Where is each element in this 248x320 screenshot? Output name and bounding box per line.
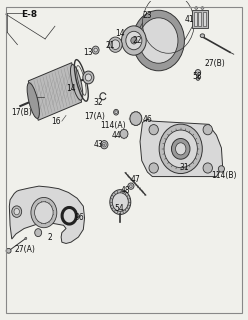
Ellipse shape bbox=[70, 65, 83, 100]
Ellipse shape bbox=[35, 229, 42, 236]
Text: 27(A): 27(A) bbox=[14, 245, 35, 254]
Text: 114(B): 114(B) bbox=[211, 171, 237, 180]
Ellipse shape bbox=[171, 139, 190, 159]
Text: 96: 96 bbox=[74, 213, 84, 222]
Polygon shape bbox=[9, 186, 85, 244]
Ellipse shape bbox=[35, 202, 53, 223]
Ellipse shape bbox=[85, 74, 92, 81]
Ellipse shape bbox=[109, 37, 122, 52]
Ellipse shape bbox=[114, 109, 119, 115]
Text: 46: 46 bbox=[143, 115, 152, 124]
Text: 14: 14 bbox=[116, 29, 125, 38]
Text: 58: 58 bbox=[192, 72, 202, 81]
Ellipse shape bbox=[203, 163, 213, 173]
Text: 17(A): 17(A) bbox=[84, 112, 105, 121]
Text: 114(A): 114(A) bbox=[100, 121, 126, 130]
Text: 44: 44 bbox=[111, 131, 121, 140]
Text: 22: 22 bbox=[133, 36, 142, 45]
Ellipse shape bbox=[149, 163, 158, 173]
Text: 32: 32 bbox=[93, 98, 103, 107]
Text: 13: 13 bbox=[83, 48, 93, 57]
Ellipse shape bbox=[126, 31, 142, 50]
Ellipse shape bbox=[115, 111, 117, 114]
Ellipse shape bbox=[176, 143, 186, 155]
Text: 43: 43 bbox=[93, 140, 103, 149]
Ellipse shape bbox=[128, 183, 134, 189]
Bar bbox=[192, 10, 208, 28]
Ellipse shape bbox=[133, 10, 185, 71]
Text: 16: 16 bbox=[51, 116, 61, 126]
Ellipse shape bbox=[103, 144, 105, 146]
Ellipse shape bbox=[14, 208, 19, 215]
Text: 23: 23 bbox=[143, 12, 152, 20]
Text: 54: 54 bbox=[115, 204, 124, 213]
Ellipse shape bbox=[130, 112, 142, 125]
Ellipse shape bbox=[201, 7, 204, 9]
Ellipse shape bbox=[120, 129, 128, 138]
Ellipse shape bbox=[218, 166, 224, 172]
Ellipse shape bbox=[130, 185, 132, 188]
Ellipse shape bbox=[111, 40, 120, 50]
Ellipse shape bbox=[122, 26, 146, 55]
Ellipse shape bbox=[12, 206, 22, 217]
Ellipse shape bbox=[94, 48, 97, 52]
Ellipse shape bbox=[196, 77, 200, 80]
Text: 31: 31 bbox=[180, 163, 189, 172]
Ellipse shape bbox=[6, 248, 11, 253]
Ellipse shape bbox=[92, 46, 99, 54]
Ellipse shape bbox=[25, 237, 27, 239]
Bar bbox=[198, 12, 201, 26]
Ellipse shape bbox=[164, 130, 197, 168]
Ellipse shape bbox=[195, 69, 201, 75]
Text: E-8: E-8 bbox=[21, 10, 37, 19]
Ellipse shape bbox=[149, 124, 158, 135]
Bar bbox=[194, 12, 197, 26]
Ellipse shape bbox=[102, 142, 106, 147]
Text: 48: 48 bbox=[121, 186, 130, 195]
Text: 2: 2 bbox=[47, 233, 52, 242]
Bar bbox=[203, 12, 206, 26]
Ellipse shape bbox=[159, 124, 202, 173]
Text: 21: 21 bbox=[106, 41, 115, 51]
Polygon shape bbox=[28, 63, 82, 120]
Text: 27(B): 27(B) bbox=[205, 59, 226, 68]
Ellipse shape bbox=[27, 83, 39, 118]
Ellipse shape bbox=[139, 18, 178, 63]
Ellipse shape bbox=[203, 124, 213, 135]
Ellipse shape bbox=[83, 71, 94, 84]
Text: 41: 41 bbox=[185, 15, 194, 24]
Ellipse shape bbox=[131, 37, 137, 44]
Ellipse shape bbox=[195, 7, 198, 9]
Ellipse shape bbox=[101, 140, 108, 149]
Ellipse shape bbox=[31, 197, 57, 228]
Text: 14: 14 bbox=[66, 84, 76, 93]
Ellipse shape bbox=[200, 34, 205, 38]
Polygon shape bbox=[140, 119, 223, 177]
Text: 47: 47 bbox=[130, 175, 140, 184]
Ellipse shape bbox=[110, 190, 131, 214]
Ellipse shape bbox=[112, 193, 128, 211]
Text: 17(B): 17(B) bbox=[11, 108, 32, 117]
